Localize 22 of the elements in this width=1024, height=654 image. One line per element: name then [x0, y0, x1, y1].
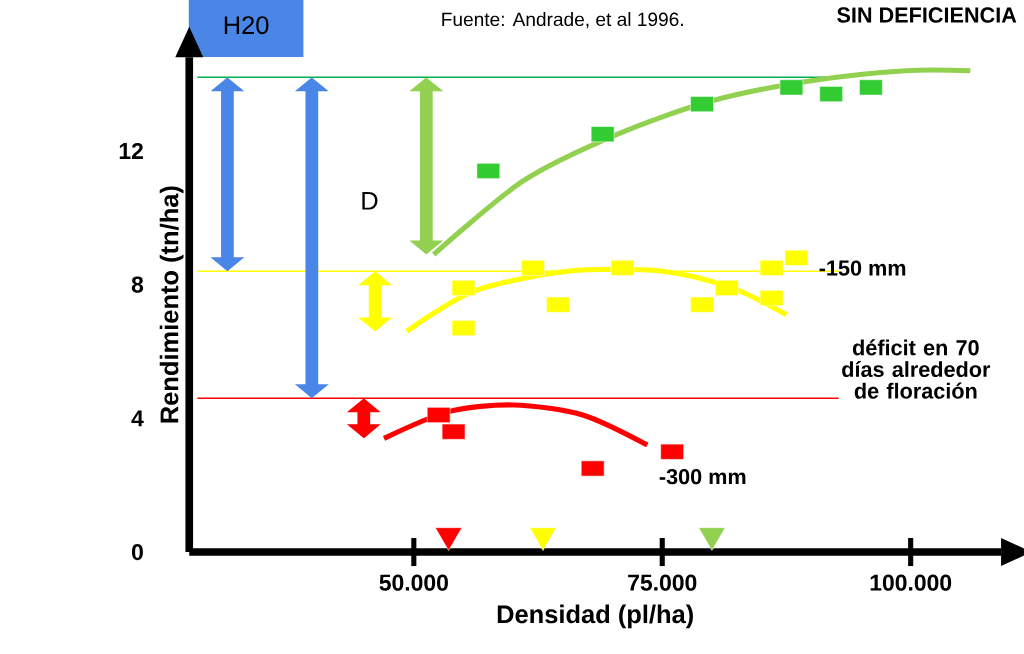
- point: [715, 279, 739, 296]
- series-label: -150 mm: [819, 260, 906, 276]
- point: [546, 296, 570, 313]
- point: [660, 443, 684, 460]
- x-tick-label: 75.000: [628, 574, 697, 591]
- y-tick-label: 8: [131, 276, 144, 293]
- y-tick-label: 12: [119, 142, 143, 159]
- annotation: déficit en 70 días alrededor de floración: [842, 339, 991, 399]
- text: SIN DEFICIENCIA: [837, 7, 1017, 23]
- point: [859, 79, 883, 96]
- y-tick-label: 4: [131, 410, 144, 427]
- x-axis-title: Densidad (pl/ha): [497, 604, 693, 629]
- series-label: -300 mm: [659, 468, 746, 485]
- point: [690, 296, 714, 313]
- x-tick-label: 50.000: [379, 574, 448, 591]
- annotation: D: [362, 191, 378, 210]
- y-axis-title: Rendimiento (tn/ha): [159, 186, 184, 423]
- point: [521, 259, 545, 276]
- x-tick-label: 100.000: [870, 574, 952, 591]
- source-note: Fuente: Andrade, et al 1996.: [442, 11, 683, 29]
- text: H20: [224, 16, 269, 35]
- y-tick-label: 0: [131, 543, 143, 561]
